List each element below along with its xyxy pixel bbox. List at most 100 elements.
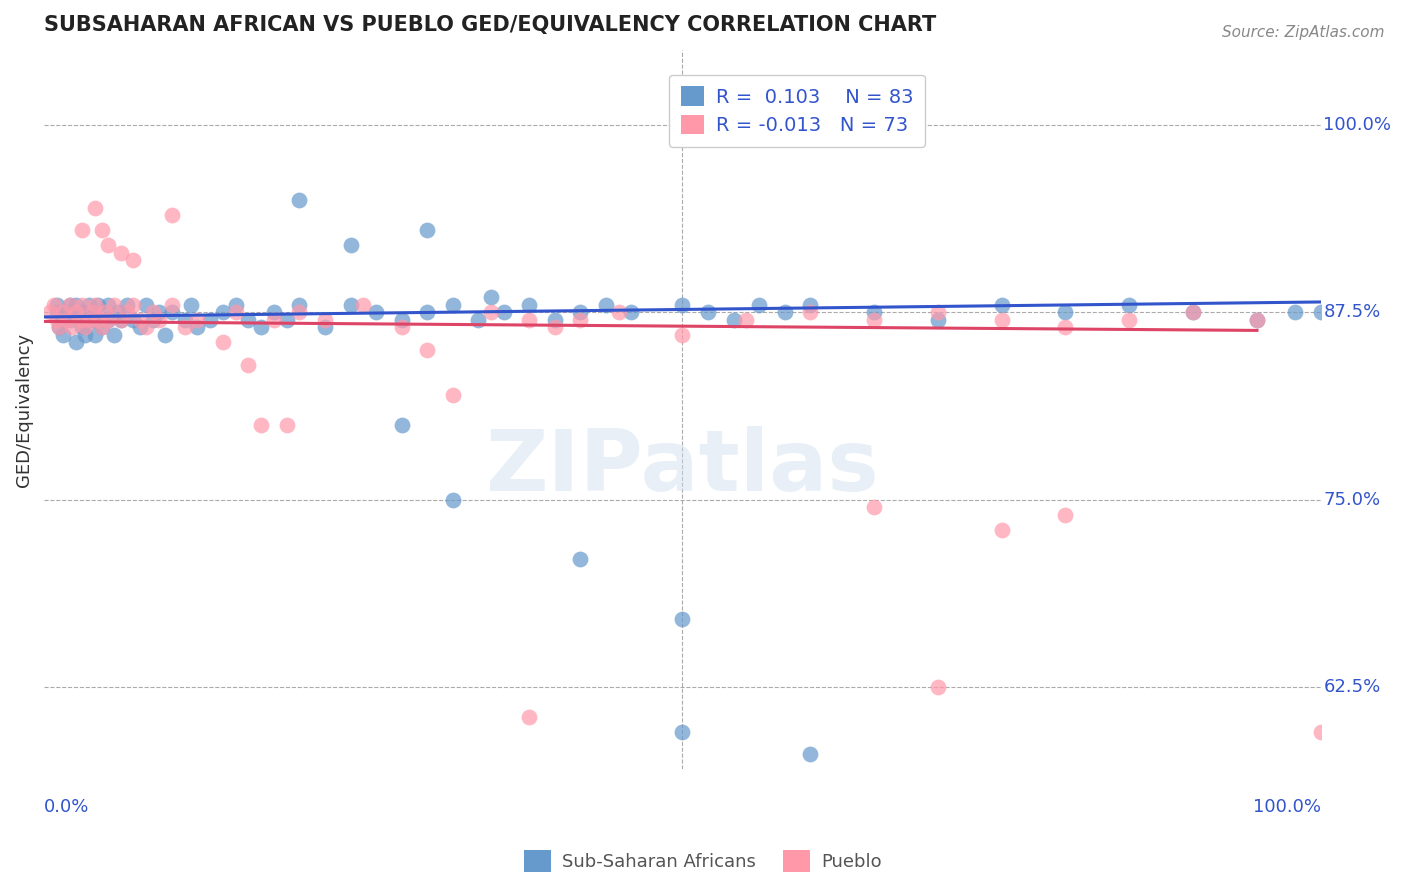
Point bbox=[84, 298, 107, 312]
Point bbox=[1118, 313, 1140, 327]
Point bbox=[173, 320, 195, 334]
Point bbox=[84, 327, 107, 342]
Point bbox=[160, 208, 183, 222]
Point bbox=[82, 305, 104, 319]
Text: 100.0%: 100.0% bbox=[1323, 116, 1392, 135]
Point bbox=[87, 298, 110, 312]
Point bbox=[479, 305, 502, 319]
Point bbox=[391, 417, 413, 432]
Legend: R =  0.103    N = 83, R = -0.013   N = 73: R = 0.103 N = 83, R = -0.013 N = 73 bbox=[669, 75, 925, 146]
Text: 87.5%: 87.5% bbox=[1323, 303, 1381, 321]
Point bbox=[238, 358, 260, 372]
Point bbox=[110, 313, 132, 327]
Point bbox=[927, 305, 949, 319]
Point bbox=[352, 298, 374, 312]
Point bbox=[82, 305, 104, 319]
Point bbox=[314, 320, 336, 334]
Point bbox=[45, 305, 67, 319]
Point bbox=[84, 201, 107, 215]
Point bbox=[1309, 305, 1331, 319]
Point bbox=[1054, 320, 1077, 334]
Point bbox=[44, 298, 66, 312]
Point bbox=[45, 313, 67, 327]
Point bbox=[48, 320, 70, 334]
Point bbox=[103, 327, 125, 342]
Point bbox=[671, 612, 693, 626]
Point bbox=[569, 313, 592, 327]
Point bbox=[60, 320, 83, 334]
Point bbox=[339, 298, 361, 312]
Point bbox=[441, 388, 464, 402]
Point bbox=[773, 305, 796, 319]
Point bbox=[990, 298, 1012, 312]
Point bbox=[990, 313, 1012, 327]
Point bbox=[620, 305, 643, 319]
Point bbox=[73, 327, 96, 342]
Point bbox=[225, 298, 247, 312]
Y-axis label: GED/Equivalency: GED/Equivalency bbox=[15, 333, 32, 487]
Point bbox=[569, 305, 592, 319]
Text: 100.0%: 100.0% bbox=[1253, 797, 1320, 816]
Point bbox=[52, 327, 75, 342]
Point bbox=[65, 335, 87, 350]
Point bbox=[135, 298, 157, 312]
Point bbox=[863, 305, 886, 319]
Point bbox=[276, 417, 298, 432]
Point bbox=[59, 298, 82, 312]
Point bbox=[927, 680, 949, 694]
Point bbox=[128, 313, 150, 327]
Point bbox=[517, 313, 540, 327]
Point bbox=[77, 313, 100, 327]
Point bbox=[391, 320, 413, 334]
Point bbox=[314, 313, 336, 327]
Legend: Sub-Saharan Africans, Pueblo: Sub-Saharan Africans, Pueblo bbox=[517, 843, 889, 879]
Point bbox=[225, 305, 247, 319]
Point bbox=[517, 298, 540, 312]
Point bbox=[391, 313, 413, 327]
Point bbox=[73, 320, 96, 334]
Point bbox=[671, 724, 693, 739]
Point bbox=[186, 320, 208, 334]
Point bbox=[90, 320, 112, 334]
Point bbox=[148, 305, 170, 319]
Point bbox=[69, 313, 91, 327]
Point bbox=[1309, 724, 1331, 739]
Text: SUBSAHARAN AFRICAN VS PUEBLO GED/EQUIVALENCY CORRELATION CHART: SUBSAHARAN AFRICAN VS PUEBLO GED/EQUIVAL… bbox=[44, 15, 936, 35]
Point bbox=[56, 313, 79, 327]
Point bbox=[128, 320, 150, 334]
Point bbox=[72, 298, 94, 312]
Point bbox=[59, 313, 82, 327]
Point bbox=[110, 313, 132, 327]
Point bbox=[607, 305, 630, 319]
Point bbox=[364, 305, 387, 319]
Point bbox=[339, 238, 361, 252]
Point bbox=[103, 298, 125, 312]
Point bbox=[595, 298, 617, 312]
Point bbox=[97, 313, 120, 327]
Point bbox=[72, 305, 94, 319]
Point bbox=[148, 313, 170, 327]
Point bbox=[1054, 508, 1077, 522]
Point bbox=[263, 305, 285, 319]
Point bbox=[250, 320, 273, 334]
Point bbox=[142, 313, 165, 327]
Point bbox=[59, 298, 82, 312]
Point bbox=[723, 313, 745, 327]
Point bbox=[492, 305, 515, 319]
Point bbox=[288, 305, 311, 319]
Point bbox=[94, 305, 117, 319]
Point bbox=[122, 298, 145, 312]
Text: 62.5%: 62.5% bbox=[1323, 678, 1381, 696]
Point bbox=[1054, 305, 1077, 319]
Point bbox=[671, 327, 693, 342]
Point bbox=[799, 305, 821, 319]
Point bbox=[155, 327, 177, 342]
Point bbox=[72, 223, 94, 237]
Point bbox=[115, 305, 138, 319]
Point bbox=[517, 709, 540, 723]
Point bbox=[276, 313, 298, 327]
Point bbox=[65, 305, 87, 319]
Text: 0.0%: 0.0% bbox=[44, 797, 90, 816]
Point bbox=[990, 523, 1012, 537]
Point bbox=[748, 298, 770, 312]
